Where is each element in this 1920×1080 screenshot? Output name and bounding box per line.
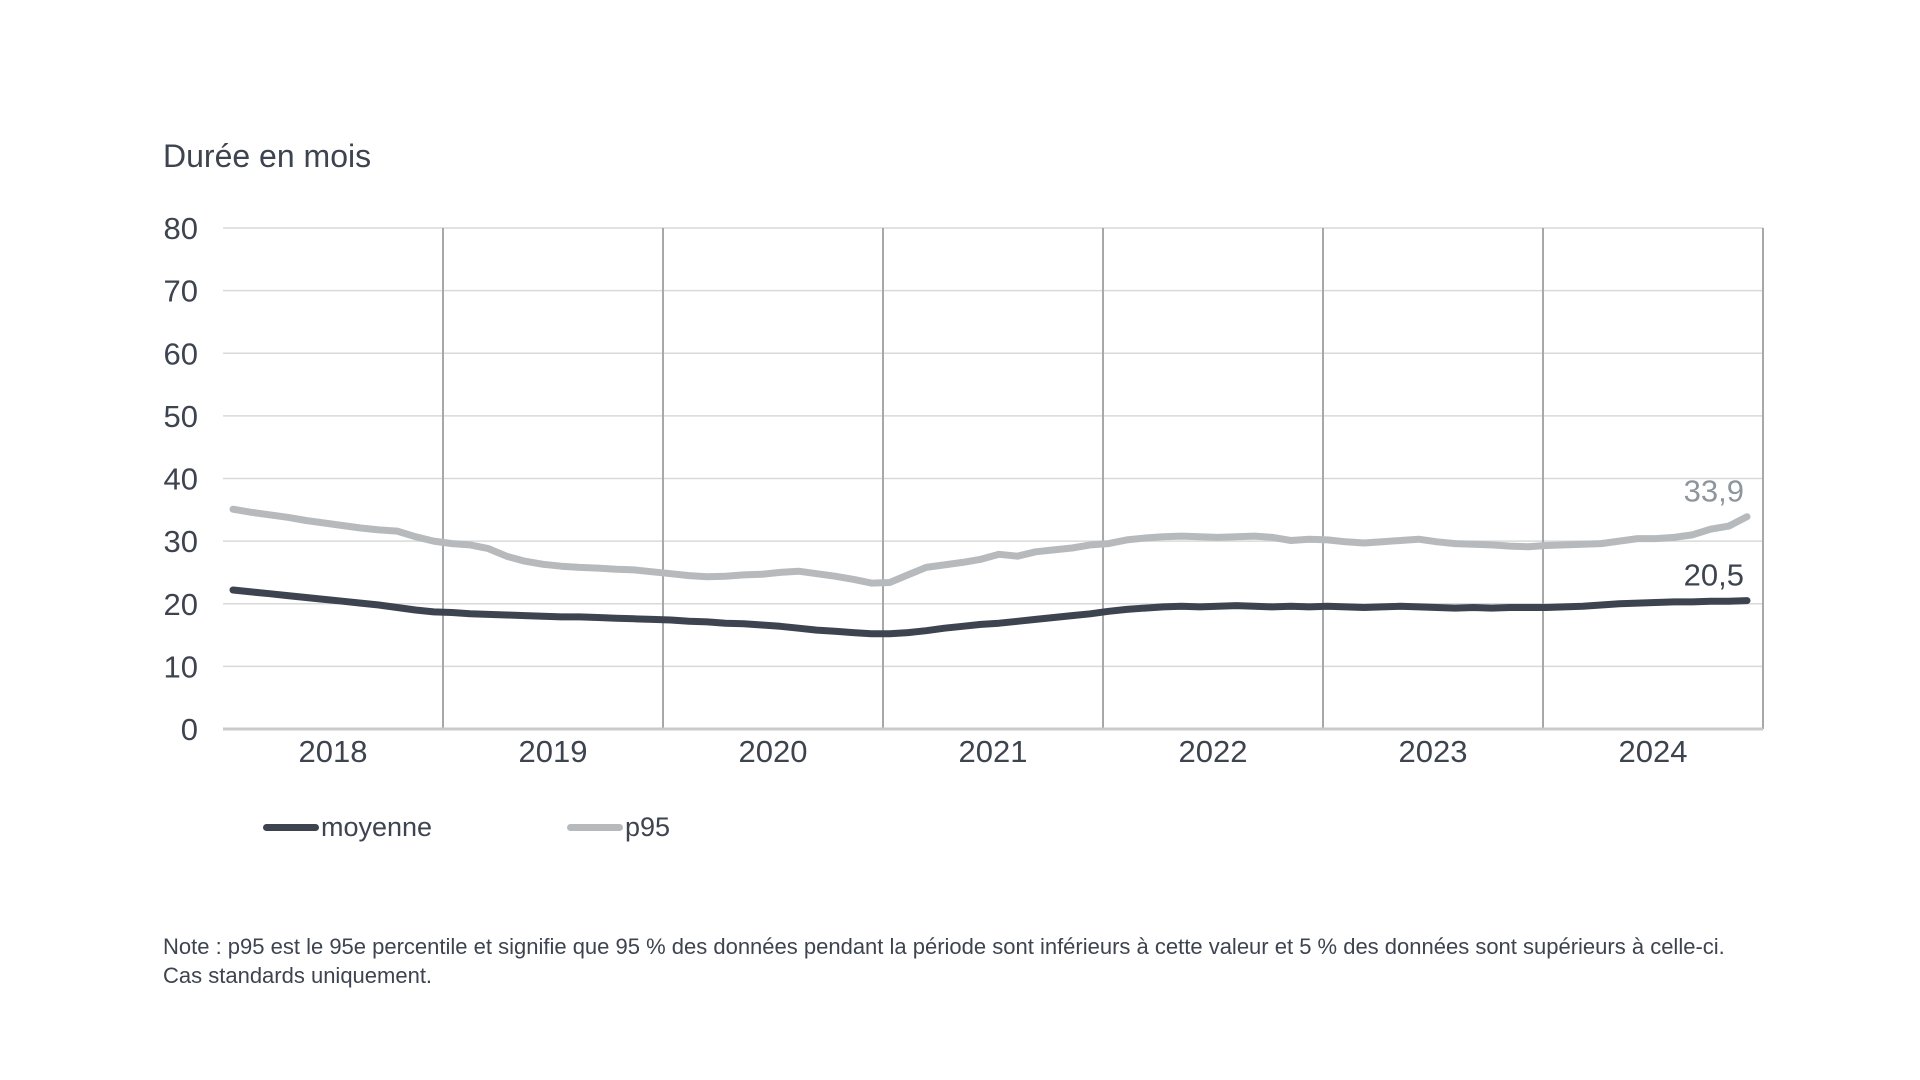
legend-item-p95: p95 (567, 808, 670, 846)
chart-note-line2: Cas standards uniquement. (163, 963, 433, 988)
x-tick-label: 2024 (1619, 734, 1688, 769)
x-tick-label: 2021 (959, 734, 1028, 769)
series-line-p95 (229, 505, 1751, 587)
legend-item-moyenne: moyenne (263, 808, 432, 846)
legend-label-p95: p95 (625, 811, 671, 842)
legend-swatch-p95 (567, 823, 623, 831)
chart-legend: moyenne p95 (0, 808, 1920, 848)
y-tick-label: 80 (164, 211, 198, 246)
legend-label-moyenne: moyenne (321, 811, 433, 842)
x-tick-label: 2023 (1399, 734, 1468, 769)
x-tick-label: 2022 (1179, 734, 1248, 769)
y-tick-label: 20 (164, 587, 198, 622)
y-tick-label: 50 (164, 399, 198, 434)
y-tick-label: 10 (164, 649, 198, 684)
y-tick-label: 0 (181, 712, 198, 747)
x-tick-label: 2019 (519, 734, 588, 769)
chart-note-line1: Note : p95 est le 95e percentile et sign… (163, 934, 1725, 959)
end-label-p95: 33,9 (1684, 474, 1744, 509)
y-tick-label: 60 (164, 336, 198, 371)
y-tick-label: 70 (164, 274, 198, 309)
x-tick-label: 2020 (739, 734, 808, 769)
y-tick-label: 40 (164, 462, 198, 497)
end-label-moyenne: 20,5 (1684, 558, 1744, 593)
y-tick-label: 30 (164, 524, 198, 559)
x-tick-label: 2018 (299, 734, 368, 769)
legend-swatch-moyenne (263, 823, 319, 831)
chart-note: Note : p95 est le 95e percentile et sign… (163, 932, 1803, 990)
series-line-moyenne (229, 586, 1751, 638)
chart-title: Durée en mois (163, 138, 372, 174)
